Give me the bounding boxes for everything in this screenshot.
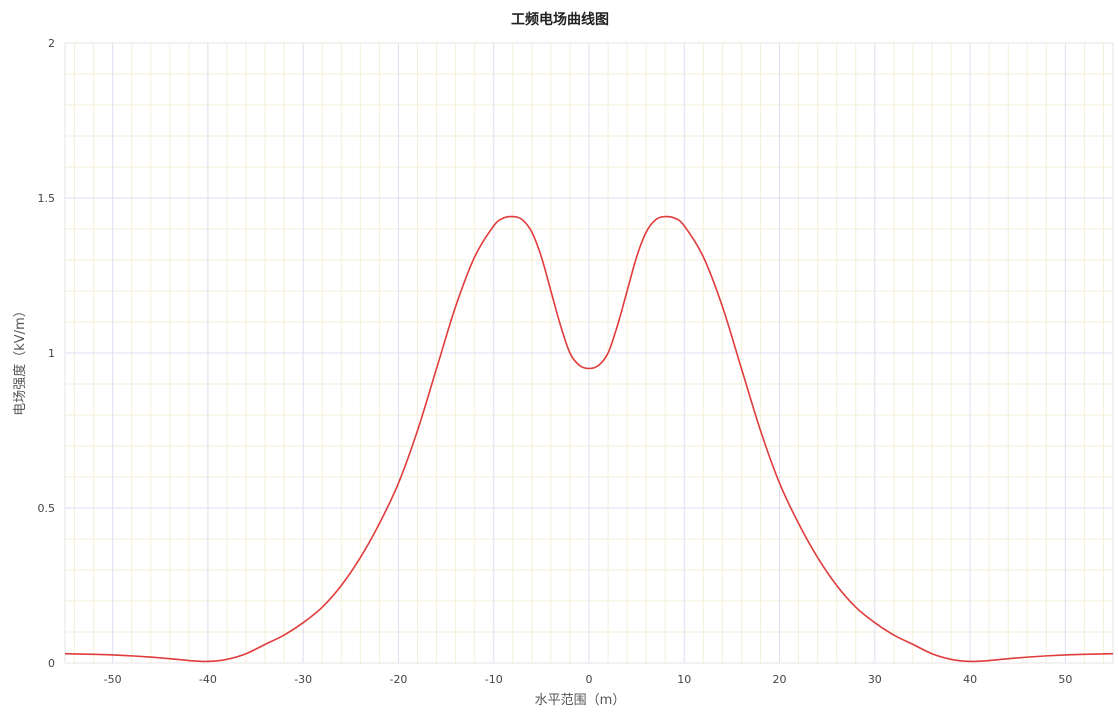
x-tick-label: 0: [586, 673, 593, 686]
y-tick-label: 2: [48, 37, 55, 50]
x-tick-label: 20: [773, 673, 787, 686]
x-tick-label: -30: [294, 673, 312, 686]
y-axis-label: 电场强度（kV/m）: [12, 304, 28, 415]
x-tick-label: -10: [485, 673, 503, 686]
x-tick-label: -20: [389, 673, 407, 686]
x-axis-ticks: -50 -40 -30 -20 -10 0 10 20 30 40 50: [104, 673, 1073, 686]
x-tick-label: 30: [868, 673, 882, 686]
x-tick-label: 10: [677, 673, 691, 686]
y-axis-ticks: 0 0.5 1 1.5 2: [38, 37, 56, 670]
y-tick-label: 1: [48, 347, 55, 360]
x-axis-label: 水平范围（m）: [535, 693, 626, 708]
y-tick-label: 0: [48, 657, 55, 670]
series-line: [64, 215, 1114, 663]
x-tick-label: 50: [1058, 673, 1072, 686]
x-tick-label: 40: [963, 673, 977, 686]
y-tick-label: 1.5: [38, 192, 56, 205]
y-tick-label: 0.5: [38, 502, 56, 515]
x-tick-label: -50: [104, 673, 122, 686]
x-tick-label: -40: [199, 673, 217, 686]
chart-title: 工频电场曲线图: [511, 11, 609, 28]
plot-frame: [64, 42, 1114, 664]
